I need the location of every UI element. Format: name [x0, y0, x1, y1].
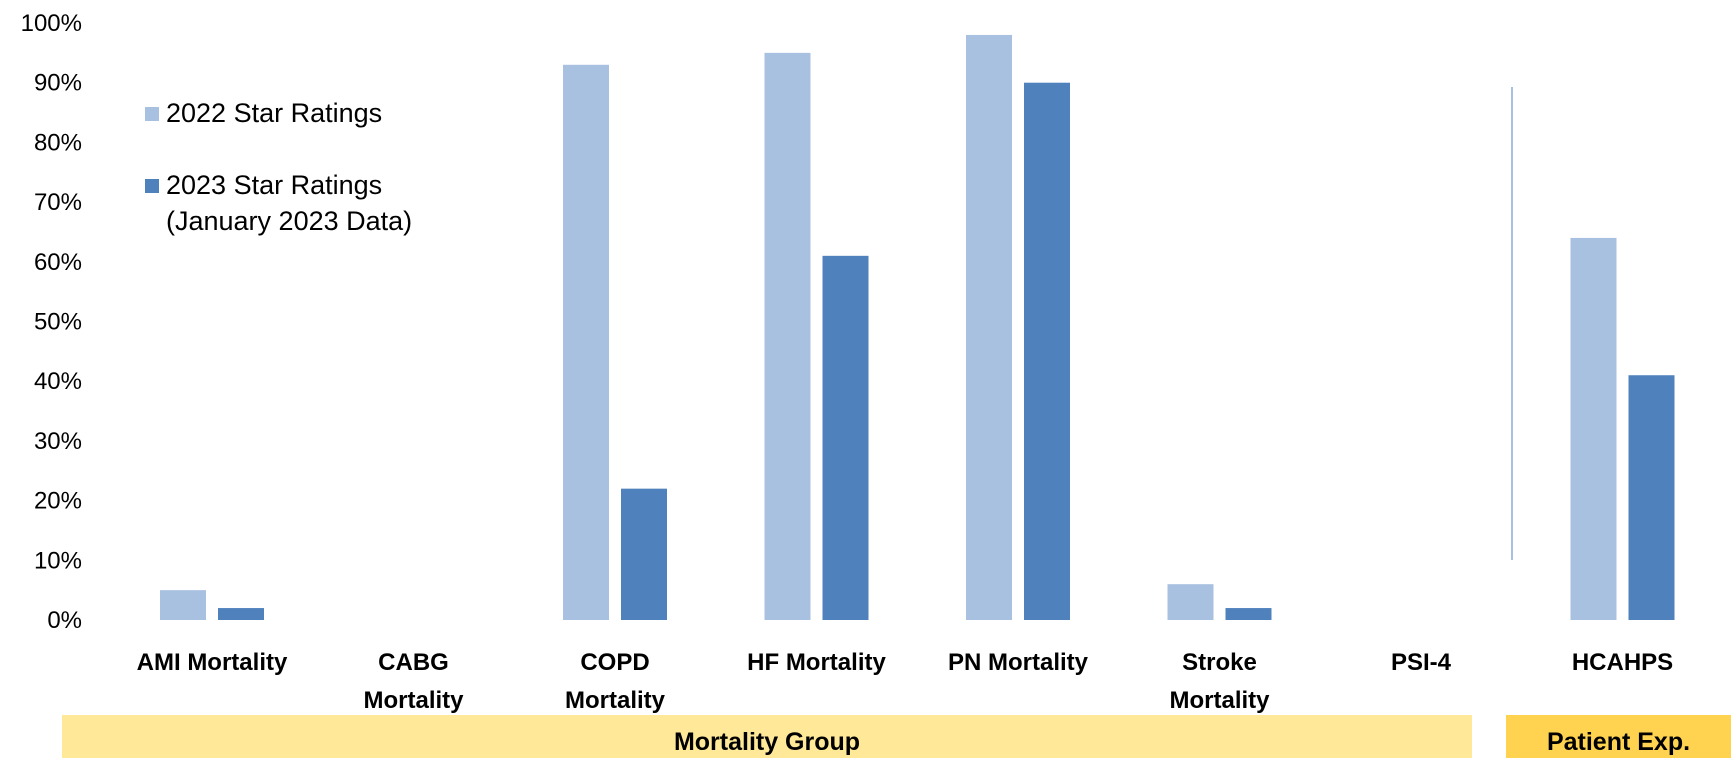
legend-label: (January 2023 Data): [166, 206, 412, 236]
y-tick-label: 10%: [34, 547, 82, 574]
y-tick-label: 20%: [34, 488, 82, 515]
y-tick-label: 40%: [34, 368, 82, 395]
legend: 2022 Star Ratings 2023 Star Ratings (Janua…: [145, 98, 412, 236]
x-tick-label: COPD: [580, 649, 649, 676]
group-band: [1506, 715, 1731, 758]
bar: [822, 255, 869, 620]
x-tick-label: HCAHPS: [1572, 649, 1673, 676]
bar: [1225, 608, 1272, 620]
x-tick-label: Mortality: [565, 687, 666, 714]
x-tick-label: Stroke: [1182, 649, 1257, 676]
group-band-label: Patient Exp.: [1547, 728, 1690, 756]
y-tick-label: 30%: [34, 428, 82, 455]
bar: [1570, 237, 1617, 621]
y-tick-label: 70%: [34, 189, 82, 216]
bar: [621, 488, 667, 620]
bar: [1024, 82, 1070, 620]
group-band-label: Mortality Group: [674, 728, 860, 756]
group-band: [62, 715, 1472, 758]
x-tick-label: PSI-4: [1391, 649, 1452, 676]
x-tick-label: PN Mortality: [948, 649, 1089, 676]
x-tick-label: CABG: [378, 649, 449, 676]
legend-label: 2023 Star Ratings: [166, 170, 382, 200]
x-tick-label: HF Mortality: [747, 649, 886, 676]
x-axis: AMI Mortality CABG Mortality COPD Mortality H…: [137, 649, 1674, 714]
bar: [966, 34, 1012, 620]
bar: [1167, 584, 1214, 620]
y-tick-label: 100%: [21, 10, 82, 37]
bar: [218, 608, 264, 620]
y-tick-label: 80%: [34, 129, 82, 156]
x-tick-label: Mortality: [1169, 687, 1270, 714]
legend-swatch: [145, 179, 159, 193]
bar: [160, 590, 206, 620]
bar: [764, 52, 811, 621]
legend-label: 2022 Star Ratings: [166, 98, 382, 128]
y-axis: 0% 10% 20% 30% 40% 50% 60% 70% 80% 90% 100%: [21, 10, 82, 634]
y-tick-label: 50%: [34, 309, 82, 336]
bar: [1628, 375, 1675, 620]
y-tick-label: 60%: [34, 249, 82, 276]
x-tick-label: Mortality: [363, 687, 464, 714]
y-tick-label: 90%: [34, 70, 82, 97]
bar: [563, 64, 609, 621]
y-tick-label: 0%: [47, 607, 82, 634]
bars: [160, 34, 1675, 621]
x-tick-label: AMI Mortality: [137, 649, 288, 676]
group-bands: Mortality Group Patient Exp.: [62, 715, 1731, 758]
legend-swatch: [145, 107, 159, 121]
